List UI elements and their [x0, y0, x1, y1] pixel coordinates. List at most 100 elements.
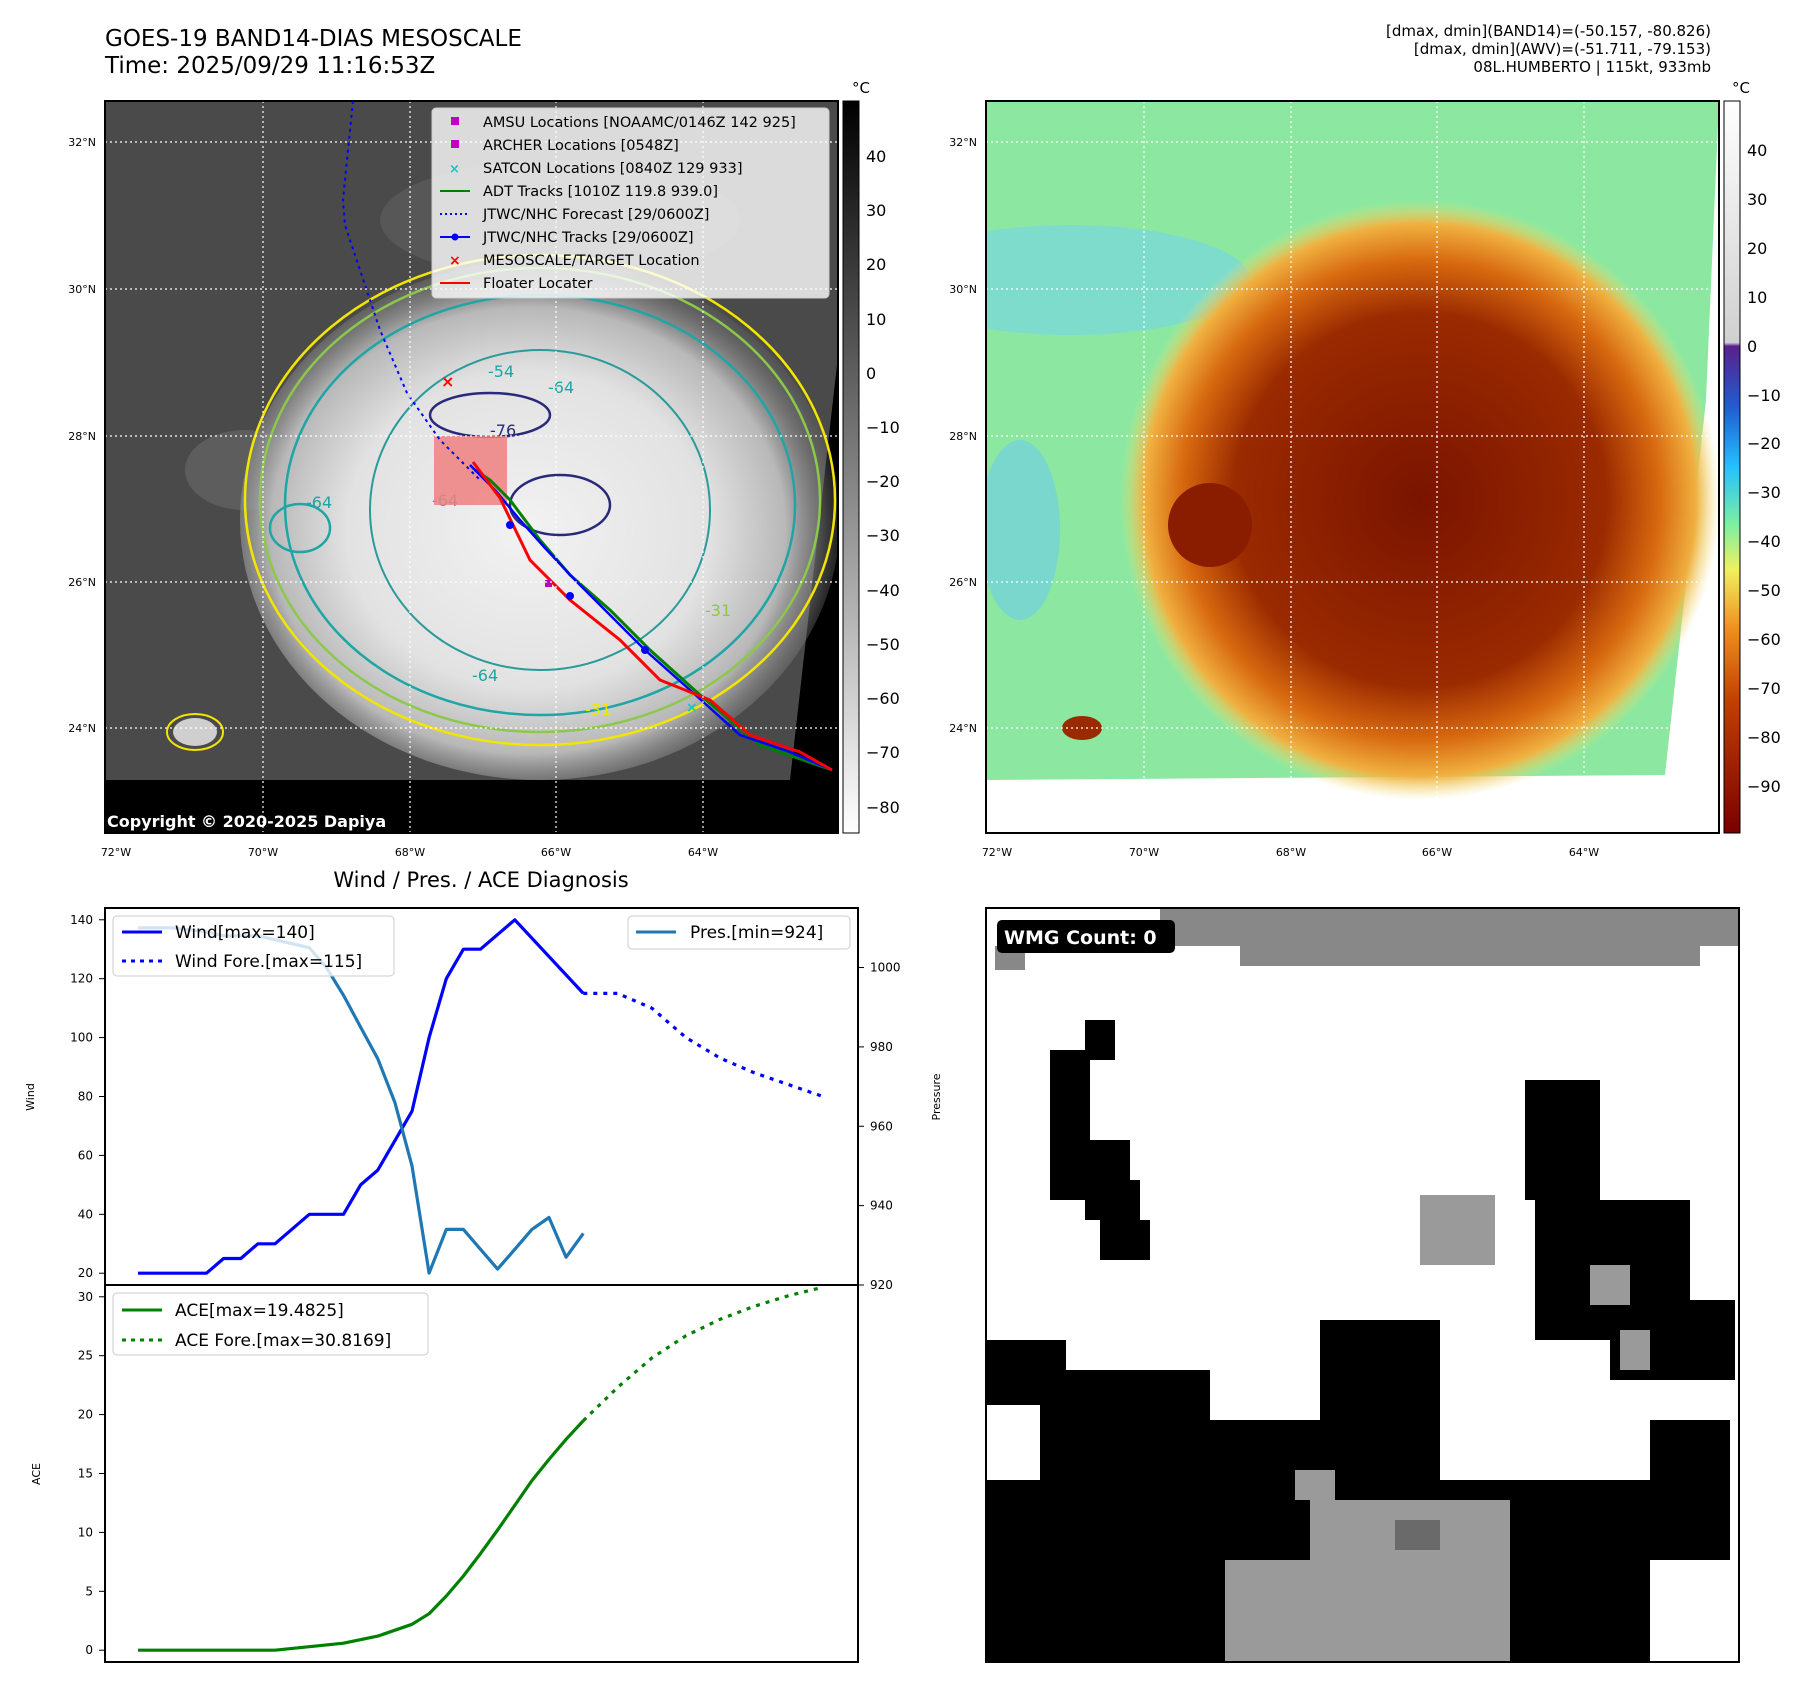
gray-colorbar-tick: −10: [866, 418, 900, 437]
legend-item-archer: ARCHER Locations [0548Z]: [483, 138, 679, 154]
wind-legend-box: [112, 915, 395, 977]
lon-label: 72°W: [101, 846, 131, 859]
wind-pressure-chart: Wind / Pres. / ACE Diagnosis Wind Pressu…: [24, 868, 943, 1292]
wind-axis-label: Wind: [24, 1083, 37, 1111]
color-storm-disc: [1120, 200, 1719, 800]
diagnosis-chart-title: Wind / Pres. / ACE Diagnosis: [333, 868, 628, 892]
adt-track-line: [474, 468, 833, 772]
lon-label: 66°W: [1422, 846, 1452, 859]
color-lon-labels: 72°W 70°W 68°W 66°W 64°W: [982, 846, 1599, 859]
legend-item-floater: Floater Locater: [483, 276, 592, 292]
gray-colorbar-tick: −60: [866, 689, 900, 708]
gray-colorbar-tick: −50: [866, 635, 900, 654]
lat-label: 24°N: [949, 722, 977, 735]
archer-legend-marker: [451, 140, 459, 148]
satcon-location-marker: ×: [686, 700, 698, 716]
lon-label: 70°W: [1129, 846, 1159, 859]
color-colorbar-tick: −10: [1747, 386, 1781, 405]
pressure-series-line: [138, 926, 585, 1275]
title-time: Time: 2025/09/29 11:16:53Z: [105, 53, 436, 79]
figure-title: GOES-19 BAND14-DIAS MESOSCALE Time: 2025…: [105, 26, 522, 80]
jtwc-track-legend-dot: [451, 233, 459, 241]
ace-y-tick-label: 20: [78, 1408, 93, 1422]
ir-lon-labels: 72°W 70°W 68°W 66°W 64°W: [101, 846, 718, 859]
wind-y-tick-label: 80: [78, 1090, 93, 1104]
wind-y-tick-label: 40: [78, 1207, 93, 1221]
ace-y-tick-label: 0: [85, 1643, 93, 1657]
lon-label: 68°W: [1276, 846, 1306, 859]
ace-y-tick-label: 10: [78, 1525, 93, 1539]
contour-label: -64: [306, 493, 332, 512]
legend-item-jtwc-forecast: JTWC/NHC Forecast [29/0600Z]: [482, 207, 709, 223]
contour-label: -64: [548, 378, 574, 397]
contour-label: -54: [488, 362, 514, 381]
ace-legend-label: ACE[max=19.4825]: [175, 1301, 344, 1321]
lat-label: 30°N: [949, 283, 977, 296]
pressure-y-tick-label: 980: [870, 1040, 893, 1054]
ace-axis-label: ACE: [30, 1463, 43, 1485]
color-lat-labels: 32°N 30°N 28°N 26°N 24°N: [949, 136, 977, 735]
ace-series-line: [138, 1419, 585, 1652]
title-product: GOES-19 BAND14-DIAS MESOSCALE: [105, 26, 522, 52]
contour-label: -76: [490, 421, 516, 440]
ace-legend: ACE[max=19.4825] ACE Fore.[max=30.8169]: [112, 1292, 429, 1356]
wind-y-tick-label: 20: [78, 1266, 93, 1280]
meta-storm-info: 08L.HUMBERTO | 115kt, 933mb: [1473, 58, 1711, 76]
legend-item-amsu: AMSU Locations [NOAAMC/0146Z 142 925]: [483, 115, 796, 131]
contour-label: -64: [472, 666, 498, 685]
ace-y-tick-label: 5: [85, 1584, 93, 1598]
contour-31-small: [166, 713, 224, 751]
lat-label: 26°N: [949, 576, 977, 589]
color-colorbar: [1723, 100, 1741, 834]
color-colorbar-unit: °C: [1732, 79, 1750, 97]
gray-colorbar-tick: −80: [866, 798, 900, 817]
ace-y-ticks: 0 5 10 15 20 25 30: [78, 1290, 105, 1657]
meta-awv-range: [dmax, dmin](AWV)=(-51.711, -79.153): [1413, 40, 1711, 58]
legend-item-jtwc-tracks: JTWC/NHC Tracks [29/0600Z]: [482, 230, 694, 246]
wind-y-tick-label: 140: [70, 913, 93, 927]
lat-label: 24°N: [68, 722, 96, 735]
amsu-location-marker: [545, 580, 552, 587]
floater-locater-line: [471, 461, 833, 772]
lon-label: 66°W: [541, 846, 571, 859]
color-colorbar-tick: −20: [1747, 434, 1781, 453]
amsu-legend-marker: [451, 117, 459, 125]
wmg-panel: WMG Count: 0: [985, 907, 1740, 1663]
legend-item-target: MESOSCALE/TARGET Location: [483, 253, 700, 269]
mesoscale-target-marker: ×: [441, 372, 454, 391]
lon-label: 70°W: [248, 846, 278, 859]
gray-colorbar-tick: 10: [866, 310, 886, 329]
forecast-track-line: [341, 101, 481, 481]
lat-label: 28°N: [68, 430, 96, 443]
jtwc-track-point: [641, 646, 649, 654]
pressure-legend-label: Pres.[min=924]: [690, 923, 823, 943]
color-colorbar-tick: −90: [1747, 777, 1781, 796]
color-colorbar-tick: 0: [1747, 337, 1757, 356]
legend-box: [431, 107, 830, 299]
wind-legend-label: Wind[max=140]: [175, 923, 315, 943]
ace-forecast-series-line: [582, 1285, 824, 1422]
contour-64-inner: [369, 349, 711, 671]
color-cool-region: [986, 440, 1060, 620]
wind-forecast-series-line: [583, 991, 824, 1099]
ace-series-group: [138, 1285, 824, 1652]
ace-chart: ACE 0 5 10 15 20 25 30 ACE[max=19.4825] ACE Fo…: [30, 1284, 859, 1663]
wmg-gray-regions: [1225, 1195, 1650, 1662]
legend-item-satcon: SATCON Locations [0840Z 129 933]: [483, 161, 742, 177]
lat-label: 32°N: [68, 136, 96, 149]
lat-label: 26°N: [68, 576, 96, 589]
wind-y-tick-label: 120: [70, 972, 93, 986]
contour-76: [508, 473, 612, 537]
color-colorbar-tick: −30: [1747, 483, 1781, 502]
color-colorbar-tick: −70: [1747, 679, 1781, 698]
gray-colorbar-tick: −70: [866, 743, 900, 762]
ace-y-tick-label: 25: [78, 1349, 93, 1363]
legend-item-adt: ADT Tracks [1010Z 119.8 939.0]: [483, 184, 718, 200]
gray-colorbar-ticks: 40 30 20 10 0 −10 −20 −30 −40 −50 −60 −7…: [866, 147, 900, 817]
jtwc-track-point: [506, 521, 514, 529]
ir-map-panel: -54 -64 -76 -64 -64 -31 -31 -64 × ×: [68, 79, 900, 859]
ir-lat-labels: 32°N 30°N 28°N 26°N 24°N: [68, 136, 96, 735]
pressure-y-ticks: 920 940 960 980 1000: [858, 961, 901, 1292]
copyright-text: Copyright © 2020-2025 Dapiya: [107, 812, 386, 831]
color-colorbar-tick: 40: [1747, 141, 1767, 160]
